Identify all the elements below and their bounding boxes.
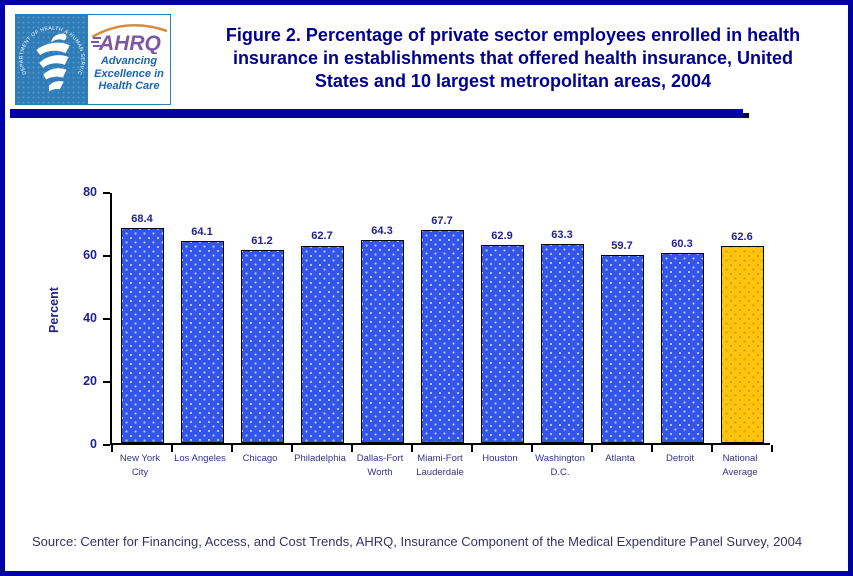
bar-value-label: 62.6 <box>731 230 753 243</box>
category-label: Dallas-Fort Worth <box>356 453 404 478</box>
tagline-line: Excellence in <box>94 67 164 80</box>
plot-area: 68.4 64.1 61.2 62.7 64.3 67.7 62.9 63.3 59.7 60.3… <box>110 193 773 452</box>
x-tick-mark <box>291 445 293 452</box>
y-tick-label: 40 <box>83 311 97 325</box>
category-label: Houston <box>482 453 518 464</box>
category-label: Miami-Fort Lauderdale <box>416 453 464 478</box>
ahrq-wordmark-block: AHRQ Advancing Excellence in Health Care <box>88 15 170 104</box>
x-tick-mark <box>771 445 773 452</box>
x-tick-mark <box>351 445 353 452</box>
ahrq-wordmark-icon: AHRQ <box>91 24 168 54</box>
bar-value-label: 61.2 <box>251 235 273 248</box>
bar-value-label: 59.7 <box>611 239 633 252</box>
figure-title-line: insurance in establishments that offered… <box>232 48 794 68</box>
hhs-eagle-icon: DEPARTMENT OF HEALTH & HUMAN SERVICES · … <box>16 15 85 92</box>
x-tick-mark <box>171 445 173 452</box>
x-tick-mark <box>111 445 113 452</box>
category-label: Chicago <box>242 453 278 464</box>
bar <box>300 245 344 443</box>
x-axis-labels: New York City Los Angeles Chicago Philadelp… <box>110 452 770 492</box>
bar-value-label: 60.3 <box>671 238 693 251</box>
category-label: Los Angeles <box>174 453 226 464</box>
y-tick-mark <box>103 318 110 320</box>
figure-title: Figure 2. Percentage of private sector e… <box>183 24 843 93</box>
hhs-seal-icon: DEPARTMENT OF HEALTH & HUMAN SERVICES · … <box>16 15 88 104</box>
bar <box>600 254 644 443</box>
y-tick-mark <box>103 192 110 194</box>
bar <box>420 229 464 443</box>
figure-title-line: States and 10 largest metropolitan areas… <box>314 71 712 91</box>
bar <box>660 253 704 443</box>
header-divider-rule <box>10 109 749 118</box>
y-tick-mark <box>103 381 110 383</box>
figure-title-line: Figure 2. Percentage of private sector e… <box>225 25 801 45</box>
ahrq-tagline: Advancing Excellence in Health Care <box>88 55 170 93</box>
y-tick-label: 0 <box>90 437 97 451</box>
bar <box>240 250 284 443</box>
tagline-line: Health Care <box>98 80 160 92</box>
ahrq-acronym: AHRQ <box>98 32 161 54</box>
y-axis-title: Percent <box>47 287 61 333</box>
x-tick-mark <box>651 445 653 452</box>
x-tick-mark <box>711 445 713 452</box>
bar <box>540 243 584 443</box>
bar-value-label: 62.9 <box>491 229 513 242</box>
bar-value-label: 68.4 <box>131 212 153 225</box>
category-label: Detroit <box>666 453 694 464</box>
bar <box>480 244 524 443</box>
bar-value-label: 64.1 <box>191 226 213 239</box>
category-label: Atlanta <box>605 453 635 464</box>
category-label: Philadelphia <box>294 453 346 464</box>
y-tick-mark <box>103 255 110 257</box>
bar <box>120 227 164 443</box>
y-axis-ticks: 0 20 40 60 80 <box>65 185 110 451</box>
x-tick-mark <box>231 445 233 452</box>
y-tick-label: 80 <box>83 185 97 199</box>
category-label: National Average <box>722 453 758 478</box>
y-tick-mark <box>103 444 110 446</box>
bar <box>360 240 404 443</box>
category-label: New York City <box>119 453 161 478</box>
bar-value-label: 63.3 <box>551 228 573 241</box>
bar <box>180 241 224 443</box>
tagline-line: Advancing <box>100 55 158 67</box>
category-label: Washington D.C. <box>535 453 585 478</box>
bar-value-label: 62.7 <box>311 230 333 243</box>
x-tick-mark <box>591 445 593 452</box>
y-tick-label: 60 <box>83 248 97 262</box>
x-tick-mark <box>471 445 473 452</box>
x-tick-mark <box>411 445 413 452</box>
ahrq-logo: DEPARTMENT OF HEALTH & HUMAN SERVICES · … <box>15 14 171 105</box>
bar-value-label: 64.3 <box>371 225 393 238</box>
source-note: Source: Center for Financing, Access, an… <box>32 534 803 549</box>
bar-value-label: 67.7 <box>431 214 453 227</box>
x-tick-mark <box>531 445 533 452</box>
bar <box>720 245 764 443</box>
y-tick-label: 20 <box>83 374 97 388</box>
